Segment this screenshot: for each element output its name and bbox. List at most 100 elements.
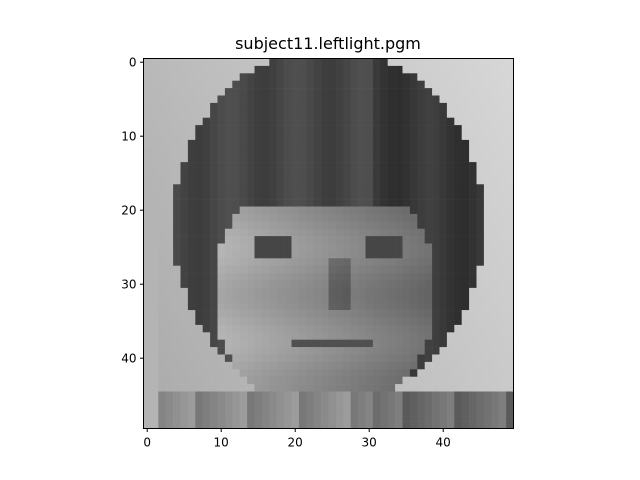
- pixel-cell: [402, 391, 411, 400]
- pixel-cell: [417, 391, 425, 400]
- pixel-cell: [372, 236, 381, 244]
- pixel-cell: [446, 88, 455, 96]
- pixel-cell: [506, 376, 514, 385]
- pixel-cell: [328, 391, 337, 400]
- pixel-cell: [232, 176, 240, 185]
- pixel-cell: [158, 376, 166, 385]
- pixel-cell: [210, 191, 218, 200]
- pixel-cell: [276, 221, 285, 229]
- pixel-cell: [143, 95, 152, 104]
- pixel-cell: [143, 273, 152, 281]
- pixel-cell: [276, 58, 285, 67]
- pixel-cell: [350, 228, 359, 237]
- pixel-cell: [424, 324, 433, 333]
- pixel-cell: [498, 154, 507, 163]
- pixel-cell: [202, 317, 211, 326]
- pixel-cell: [187, 280, 196, 289]
- pixel-cell: [150, 65, 159, 74]
- pixel-cell: [350, 162, 359, 170]
- pixel-cell: [217, 361, 226, 370]
- pixel-cell: [158, 88, 166, 96]
- pixel-cell: [269, 413, 277, 422]
- pixel-cell: [409, 221, 418, 229]
- pixel-cell: [350, 347, 359, 355]
- pixel-cell: [483, 317, 492, 326]
- pixel-cell: [217, 310, 226, 318]
- pixel-cell: [454, 132, 462, 141]
- pixel-cell: [506, 361, 514, 370]
- pixel-cell: [321, 413, 329, 422]
- pixel-cell: [446, 250, 455, 259]
- pixel-cell: [387, 287, 396, 296]
- pixel-cell: [439, 95, 448, 104]
- pixel-cell: [143, 169, 152, 178]
- pixel-cell: [343, 206, 351, 215]
- pixel-cell: [143, 265, 152, 274]
- pixel-cell: [313, 258, 322, 266]
- pixel-cell: [372, 125, 381, 133]
- pixel-cell: [432, 73, 440, 81]
- pixel-cell: [217, 243, 226, 252]
- pixel-cell: [380, 324, 388, 333]
- pixel-cell: [432, 421, 440, 429]
- pixel-cell: [165, 310, 174, 318]
- pixel-cell: [335, 391, 344, 400]
- pixel-cell: [291, 265, 300, 274]
- pixel-cell: [409, 95, 418, 104]
- pixel-cell: [210, 176, 218, 185]
- pixel-cell: [224, 265, 233, 274]
- pixel-cell: [491, 339, 499, 348]
- pixel-cell: [350, 302, 359, 311]
- pixel-cell: [158, 65, 166, 74]
- pixel-cell: [469, 125, 477, 133]
- pixel-cell: [506, 95, 514, 104]
- pixel-cell: [202, 58, 211, 67]
- pixel-cell: [461, 324, 470, 333]
- pixel-cell: [395, 125, 403, 133]
- pixel-cell: [498, 376, 507, 385]
- pixel-cell: [424, 273, 433, 281]
- pixel-cell: [372, 295, 381, 303]
- pixel-cell: [432, 117, 440, 126]
- pixel-cell: [269, 184, 277, 192]
- pixel-cell: [321, 243, 329, 252]
- pixel-cell: [395, 302, 403, 311]
- pixel-cell: [158, 95, 166, 104]
- pixel-cell: [217, 154, 226, 163]
- pixel-cell: [387, 310, 396, 318]
- pixel-cell: [158, 228, 166, 237]
- pixel-cell: [328, 250, 337, 259]
- pixel-cell: [335, 125, 344, 133]
- pixel-cell: [402, 243, 411, 252]
- pixel-cell: [395, 169, 403, 178]
- pixel-cell: [276, 65, 285, 74]
- pixel-cell: [506, 110, 514, 118]
- pixel-cell: [409, 258, 418, 266]
- pixel-cell: [143, 117, 152, 126]
- pixel-cell: [350, 102, 359, 111]
- pixel-cell: [380, 206, 388, 215]
- pixel-cell: [439, 125, 448, 133]
- pixel-cell: [202, 236, 211, 244]
- pixel-cell: [195, 406, 203, 414]
- pixel-cell: [358, 413, 366, 422]
- pixel-cell: [432, 236, 440, 244]
- pixel-cell: [476, 354, 485, 363]
- pixel-cell: [402, 206, 411, 215]
- pixel-cell: [328, 154, 337, 163]
- pixel-cell: [387, 110, 396, 118]
- pixel-cell: [380, 243, 388, 252]
- pixel-cell: [298, 310, 307, 318]
- pixel-cell: [328, 421, 337, 429]
- pixel-cell: [269, 243, 277, 252]
- pixel-cell: [306, 102, 314, 111]
- pixel-cell: [165, 361, 174, 370]
- pixel-cell: [454, 376, 462, 385]
- pixel-cell: [217, 295, 226, 303]
- image-heatmap: [143, 58, 514, 429]
- pixel-cell: [150, 221, 159, 229]
- pixel-cell: [202, 273, 211, 281]
- pixel-cell: [476, 384, 485, 392]
- pixel-cell: [202, 147, 211, 155]
- pixel-cell: [143, 228, 152, 237]
